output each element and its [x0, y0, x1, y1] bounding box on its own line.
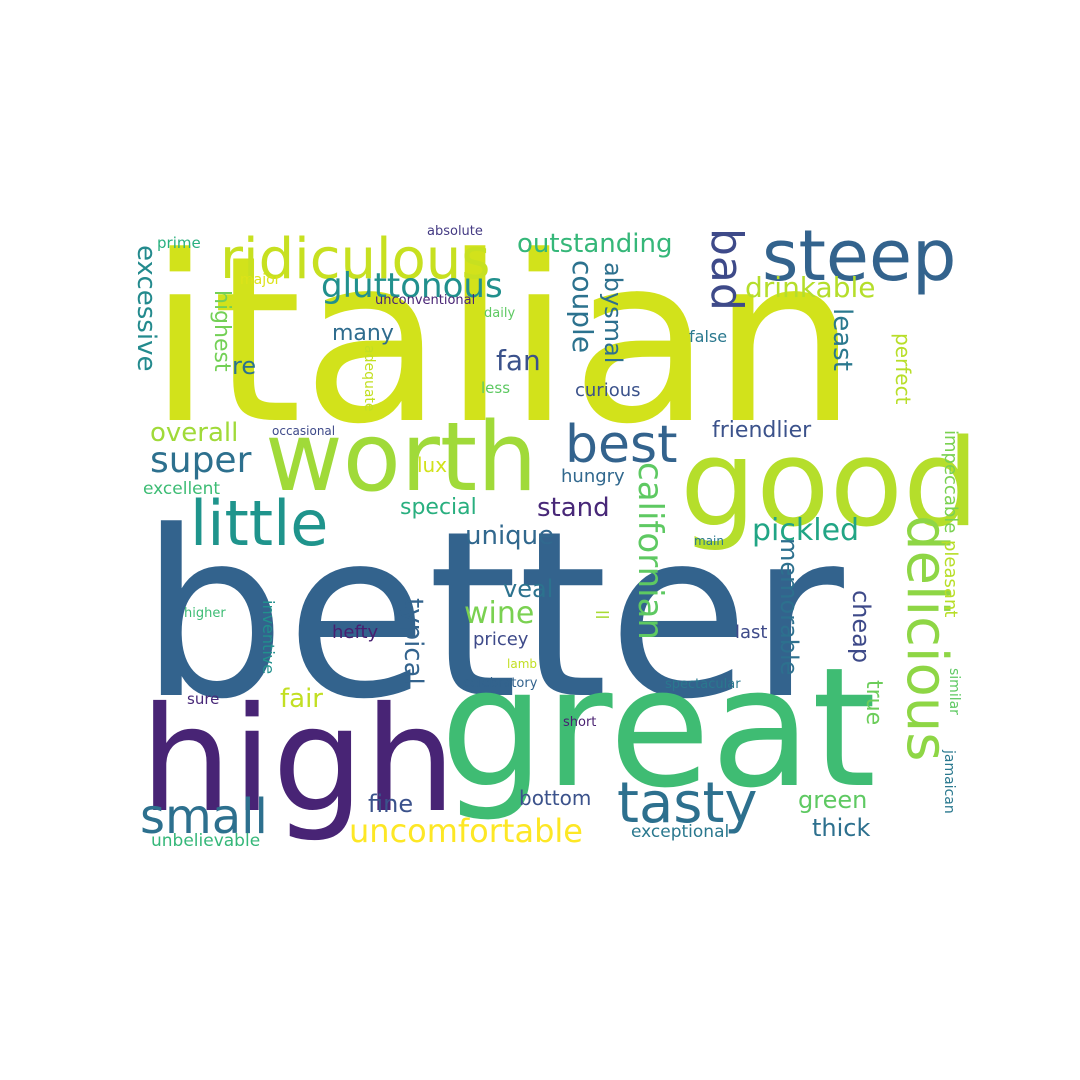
- cloud-word-typical: typical: [398, 598, 428, 685]
- cloud-word-delicious: delicious: [894, 515, 959, 761]
- cloud-word-daily: daily: [484, 306, 515, 321]
- cloud-word-little: little: [190, 487, 328, 560]
- cloud-word-overall: overall: [150, 418, 238, 448]
- cloud-word-couple: couple: [566, 260, 599, 353]
- cloud-word-thick: thick: [812, 814, 870, 842]
- cloud-word-highest: highest: [209, 290, 234, 372]
- cloud-word-higher: higher: [184, 606, 226, 621]
- cloud-word-bottom: bottom: [519, 786, 591, 810]
- cloud-word-major: major: [240, 272, 281, 288]
- cloud-word-good: good: [680, 415, 979, 554]
- cloud-word-impeccable: impeccable: [940, 430, 961, 533]
- cloud-word-pickled: pickled: [752, 513, 859, 548]
- cloud-word-pleasant: pleasant: [940, 540, 961, 617]
- cloud-word-many: many: [332, 321, 394, 346]
- cloud-word-pricey: pricey: [473, 629, 529, 650]
- cloud-word-perfect: perfect: [891, 333, 915, 405]
- cloud-word-great: great: [440, 632, 876, 824]
- cloud-word-super: super: [150, 440, 252, 481]
- cloud-word-special: special: [400, 495, 477, 520]
- cloud-word-small: small: [140, 789, 268, 845]
- cloud-word-short: short: [563, 715, 596, 730]
- cloud-word-sure: sure: [187, 690, 219, 708]
- cloud-word-worth: worth: [265, 403, 537, 513]
- cloud-word-similar: similar: [946, 668, 962, 715]
- cloud-word-true: true: [861, 680, 886, 725]
- cloud-word-celebratory: celebratory: [463, 676, 538, 691]
- cloud-word-fan: fan: [496, 344, 541, 377]
- cloud-word-steep: steep: [762, 215, 956, 297]
- cloud-word-unconventional: unconventional: [375, 293, 475, 308]
- cloud-word-best: best: [565, 415, 677, 475]
- cloud-word-occasional: occasional: [272, 424, 335, 438]
- cloud-word-unique: unique: [465, 521, 554, 551]
- cloud-word-italian: italian: [148, 208, 858, 475]
- cloud-word-re: re: [232, 352, 256, 380]
- cloud-word-exceptional: exceptional: [631, 822, 729, 842]
- cloud-word-unbelievable: unbelievable: [151, 831, 260, 851]
- cloud-word-fine: fine: [368, 790, 413, 818]
- cloud-word-lamb: lamb: [507, 657, 537, 671]
- cloud-word-gluttonous: gluttonous: [321, 266, 503, 306]
- cloud-word-excessive: excessive: [131, 245, 161, 371]
- cloud-word-stand: stand: [537, 493, 610, 523]
- cloud-word-drinkable: drinkable: [745, 271, 875, 304]
- cloud-word-fair: fair: [280, 684, 323, 714]
- cloud-word-wine: wine: [464, 596, 534, 631]
- cloud-word-jamaican: jamaican: [941, 749, 957, 814]
- cloud-word-abysmal: abysmal: [599, 262, 627, 363]
- cloud-word-outstanding: outstanding: [517, 229, 672, 259]
- cloud-word-hungry: hungry: [561, 466, 625, 487]
- cloud-word-prime: prime: [157, 234, 201, 252]
- cloud-word-better: better: [140, 483, 844, 750]
- cloud-word-least: least: [827, 308, 857, 371]
- cloud-word-adequate: adequate: [361, 345, 377, 412]
- cloud-word-californian: californian: [630, 462, 670, 640]
- cloud-word-cheap: cheap: [847, 590, 875, 663]
- cloud-word-memorable: memorable: [775, 538, 803, 675]
- cloud-word-spectacular: spectacular: [665, 677, 741, 692]
- cloud-word-ll: ll: [591, 610, 611, 619]
- cloud-word-green: green: [798, 786, 867, 814]
- cloud-word-lux: lux: [417, 453, 447, 477]
- cloud-word-inventive: inventive: [259, 600, 278, 674]
- cloud-word-main: main: [694, 534, 724, 548]
- cloud-word-hefty: hefty: [332, 622, 379, 643]
- cloud-word-excellent: excellent: [143, 479, 220, 499]
- cloud-word-bad: bad: [701, 228, 752, 311]
- cloud-word-curious: curious: [575, 380, 641, 401]
- cloud-word-last: last: [735, 622, 767, 643]
- cloud-word-friendlier: friendlier: [712, 418, 812, 443]
- cloud-word-high: high: [140, 676, 456, 845]
- cloud-word-false: false: [689, 327, 727, 346]
- cloud-word-less: less: [481, 379, 510, 397]
- cloud-word-tasty: tasty: [617, 771, 758, 836]
- cloud-word-veal: veal: [503, 575, 553, 603]
- cloud-word-absolute: absolute: [427, 224, 483, 239]
- cloud-word-uncomfortable: uncomfortable: [349, 812, 583, 850]
- cloud-word-ridiculous: ridiculous: [220, 227, 490, 292]
